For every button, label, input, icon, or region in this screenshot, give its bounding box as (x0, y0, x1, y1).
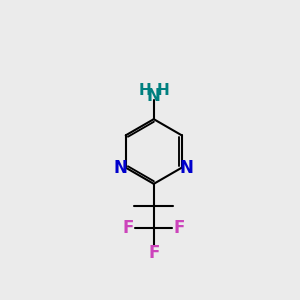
Text: F: F (123, 219, 134, 237)
Text: N: N (180, 159, 194, 177)
Text: N: N (147, 87, 161, 105)
Text: N: N (114, 159, 128, 177)
Text: F: F (148, 244, 159, 262)
Text: H: H (156, 83, 169, 98)
Text: F: F (173, 219, 185, 237)
Text: H: H (139, 83, 151, 98)
